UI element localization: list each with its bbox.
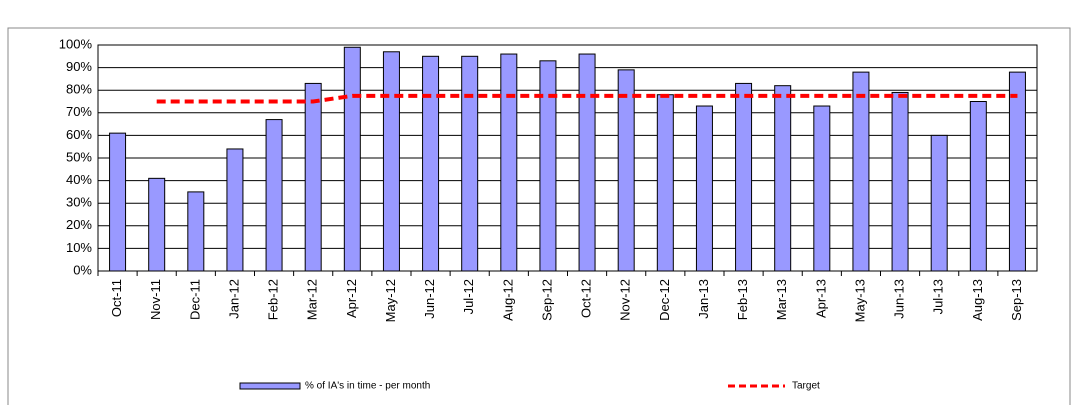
- chart-frame: [7, 27, 1071, 405]
- target-line: [156, 93, 1018, 104]
- x-tick-label: May-12: [383, 279, 398, 322]
- bar: [578, 53, 596, 272]
- bar: [500, 53, 518, 272]
- x-tick-label: Mar-13: [774, 279, 789, 320]
- x-tick-label: Jan-13: [696, 279, 711, 319]
- bar: [891, 91, 909, 272]
- y-tick-label: 70%: [66, 104, 92, 119]
- x-tick-label: Nov-11: [148, 279, 163, 320]
- x-tick-label: Jan-12: [226, 279, 241, 319]
- y-tick-label: 10%: [66, 240, 92, 255]
- y-tick-label: 80%: [66, 82, 92, 97]
- bar: [382, 51, 400, 272]
- bar: [930, 134, 948, 272]
- x-tick-label: Jul-13: [931, 279, 946, 314]
- bar: [539, 60, 557, 272]
- y-tick-label: 60%: [66, 127, 92, 142]
- y-tick-label: 40%: [66, 172, 92, 187]
- bar: [695, 105, 713, 272]
- bar: [813, 105, 831, 272]
- bar: [852, 71, 870, 272]
- x-tick-label: Dec-12: [657, 279, 672, 321]
- x-tick-label: Jun-12: [422, 279, 437, 319]
- bar: [343, 46, 361, 272]
- bar: [617, 69, 635, 272]
- y-tick-label: 90%: [66, 59, 92, 74]
- bar: [304, 82, 322, 272]
- x-tick-label: Nov-12: [618, 279, 633, 321]
- legend-label: Target: [792, 381, 820, 392]
- y-tick-label: 30%: [66, 195, 92, 210]
- x-tick-label: Dec-11: [187, 279, 202, 320]
- bar: [1008, 71, 1026, 272]
- x-tick-label: Mar-12: [305, 279, 320, 320]
- bar: [969, 101, 987, 272]
- x-tick-label: Aug-13: [970, 279, 985, 321]
- x-tick-label: Jul-12: [461, 279, 476, 314]
- legend-swatch: [239, 382, 301, 390]
- bar: [265, 119, 283, 272]
- bar: [226, 148, 244, 272]
- y-tick-label: 20%: [66, 217, 92, 232]
- x-tick-label: Feb-12: [266, 279, 281, 320]
- x-tick-label: Jun-13: [892, 279, 907, 319]
- x-tick-label: Apr-12: [344, 279, 359, 318]
- x-tick-label: Oct-12: [579, 279, 594, 318]
- legend-label: % of IA's in time - per month: [305, 381, 430, 392]
- bar: [774, 85, 792, 272]
- bar: [109, 132, 127, 272]
- bar: [735, 82, 753, 272]
- bar: [461, 55, 479, 272]
- x-tick-label: Feb-13: [735, 279, 750, 320]
- x-tick-label: May-13: [852, 279, 867, 322]
- x-tick-label: Sep-13: [1009, 279, 1024, 321]
- bar: [148, 177, 166, 272]
- y-tick-label: 100%: [59, 36, 93, 51]
- bar: [187, 191, 205, 272]
- bar: [656, 94, 674, 272]
- x-tick-label: Aug-12: [500, 279, 515, 321]
- y-tick-label: 50%: [66, 149, 92, 164]
- y-tick-label: 0%: [73, 262, 92, 277]
- x-tick-label: Apr-13: [813, 279, 828, 318]
- x-tick-label: Oct-11: [109, 279, 124, 317]
- bar: [422, 55, 440, 272]
- x-tick-label: Sep-12: [539, 279, 554, 321]
